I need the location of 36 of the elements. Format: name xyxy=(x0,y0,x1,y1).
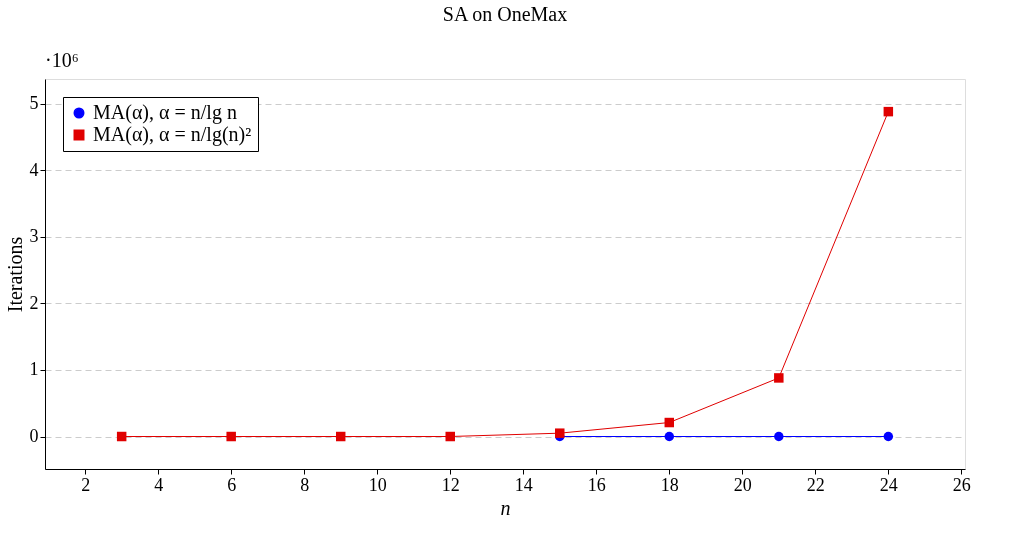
y-tick-label: 2 xyxy=(29,292,39,313)
legend-label: MA(α), α = n/lg(n)² xyxy=(93,123,252,146)
x-tick-label: 20 xyxy=(733,474,752,495)
legend-label: MA(α), α = n/lg n xyxy=(93,101,237,124)
x-tick-label: 22 xyxy=(806,474,825,495)
x-tick-label: 18 xyxy=(660,474,679,495)
x-tick-label: 10 xyxy=(368,474,387,495)
point xyxy=(226,431,236,442)
chart-title: SA on OneMax xyxy=(442,3,568,25)
y-axis-title: Iterations xyxy=(3,236,26,313)
point xyxy=(774,431,784,442)
y-tick-label: 3 xyxy=(29,226,39,247)
x-tick-label: 14 xyxy=(514,474,533,495)
y-tick-label: 4 xyxy=(29,159,39,180)
point xyxy=(883,431,894,442)
y-tick-label: 5 xyxy=(29,93,39,114)
point xyxy=(116,431,127,442)
point xyxy=(664,417,675,428)
text: ·10⁶ xyxy=(45,49,79,71)
x-tick-label: 12 xyxy=(441,474,460,495)
y-tick-label: 0 xyxy=(29,426,39,447)
x-tick-label: 2 xyxy=(81,474,91,495)
point xyxy=(883,106,894,117)
x-tick-label: 8 xyxy=(300,474,310,495)
y-tick-label: 1 xyxy=(29,359,39,380)
point xyxy=(445,431,455,442)
point xyxy=(664,431,675,442)
x-tick-label: 24 xyxy=(879,474,898,495)
point xyxy=(335,431,346,442)
x-axis-title: n xyxy=(500,496,511,519)
x-tick-label: 4 xyxy=(154,474,164,495)
x-tick-label: 6 xyxy=(227,474,237,495)
x-tick-label: 16 xyxy=(587,474,606,495)
x-tick-label: 26 xyxy=(952,474,971,495)
point xyxy=(774,373,784,383)
point xyxy=(555,428,565,438)
